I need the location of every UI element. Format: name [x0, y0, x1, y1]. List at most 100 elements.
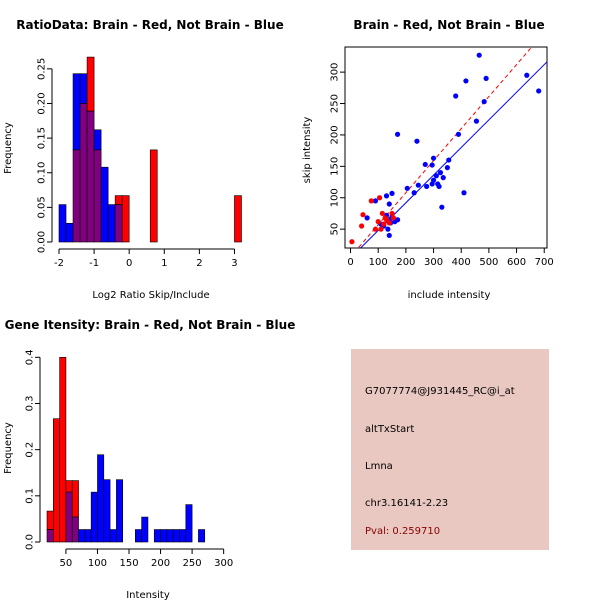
scatter-point-not-brain	[424, 183, 430, 190]
scatter-point-not-brain	[394, 131, 401, 137]
scatter-point-not-brain	[446, 157, 452, 163]
ratio-histogram-bar-not-brain	[72, 73, 81, 151]
intensity-histogram-y-tick-label: 0.3	[25, 396, 36, 412]
intensity-histogram-bar-not-brain	[141, 516, 149, 543]
scatter-point-not-brain	[473, 118, 480, 124]
scatter-y-axis: 50 100 150 200 250 300	[330, 63, 346, 236]
scatter-title: Brain - Red, Not Brain - Blue	[353, 18, 544, 32]
scatter-point-not-brain	[372, 198, 379, 204]
intensity-histogram-x-axis: 50 100 150 200 250 300	[60, 548, 233, 569]
intensity-histogram-y-tick-label: 0.0	[25, 534, 36, 550]
scatter-point-brain	[375, 219, 381, 225]
genomic-location: chr3.16141-2.23	[365, 498, 449, 509]
scatter-point-brain	[349, 239, 355, 245]
scatter-point-not-brain	[483, 75, 489, 82]
scatter-point-not-brain	[439, 204, 445, 210]
scatter-y-tick-label: 100	[330, 188, 341, 207]
scatter-point-not-brain	[453, 93, 459, 99]
scatter-point-not-brain	[422, 161, 428, 168]
ratio-histogram-ylabel: Frequency	[3, 122, 14, 174]
intensity-histogram-bar-not-brain	[97, 454, 105, 543]
intensity-histogram-bar-overlap	[71, 516, 79, 543]
intensity-histogram-bar-not-brain	[78, 529, 86, 543]
scatter-y-tick-label: 200	[330, 125, 341, 144]
ratio-histogram-bar-not-brain	[58, 204, 67, 243]
scatter-point-not-brain	[389, 190, 395, 196]
scatter-y-tick-label: 50	[330, 223, 341, 236]
ratio-histogram-x-tick-label: 2	[196, 258, 202, 269]
scatter-point-brain	[381, 221, 387, 227]
ratio-histogram-y-axis: 0.00 0.05 0.10 0.15 0.20 0.25	[37, 58, 53, 253]
ratio-histogram-x-tick-label: -1	[89, 258, 99, 269]
ratio-histogram-x-tick-label: 3	[231, 258, 237, 269]
scatter-point-not-brain	[455, 131, 462, 137]
intensity-histogram-ylabel: Frequency	[3, 422, 14, 474]
intensity-histogram-bar-not-brain	[84, 529, 92, 543]
ratio-histogram-bar-overlap	[114, 204, 123, 243]
scatter-point-not-brain	[411, 190, 417, 196]
scatter-point-not-brain	[481, 99, 487, 105]
ratio-histogram-bar-brain	[149, 149, 158, 243]
ratio-histogram-x-tick-label: -2	[54, 258, 64, 269]
scatter-point-brain	[389, 210, 395, 217]
scatter-point-not-brain	[524, 72, 530, 78]
scatter-point-not-brain	[429, 162, 435, 168]
info-panel: G7077774@J931445_RC@i_at altTxStart Lmna…	[351, 349, 549, 550]
intensity-histogram-bar-brain	[65, 480, 73, 493]
scatter-point-not-brain	[386, 201, 392, 207]
scatter-point-not-brain	[437, 170, 444, 176]
scatter-point-not-brain	[394, 217, 401, 223]
scatter-point-not-brain	[404, 185, 410, 191]
ratio-histogram-bars	[58, 56, 242, 243]
ratio-histogram-y-tick-label: 0.10	[37, 162, 48, 184]
intensity-histogram-x-tick-label: 300	[214, 558, 233, 569]
intensity-histogram-bar-brain	[71, 480, 79, 518]
scatter-x-tick-label: 600	[507, 257, 526, 268]
ratio-histogram-xlabel: Log2 Ratio Skip/Include	[92, 290, 209, 301]
ratio-histogram-bar-overlap	[72, 149, 81, 243]
scatter-point-not-brain	[461, 190, 467, 196]
scatter-point-not-brain	[386, 232, 392, 239]
ratio-histogram-bar-overlap	[79, 103, 88, 243]
scatter-ylabel: skip intensity	[302, 117, 313, 184]
intensity-histogram-bar-not-brain	[185, 504, 193, 543]
scatter-point-brain	[360, 212, 366, 218]
ratio-histogram-bar-not-brain	[100, 166, 109, 243]
scatter-point-not-brain	[463, 78, 469, 84]
scatter-x-tick-label: 0	[347, 257, 353, 268]
ratio-histogram-bar-brain	[234, 195, 242, 243]
intensity-histogram-y-tick-label: 0.1	[25, 488, 36, 504]
intensity-histogram-x-tick-label: 50	[60, 558, 73, 569]
intensity-histogram-bar-not-brain	[166, 529, 174, 543]
ratio-histogram-bar-not-brain	[107, 204, 116, 243]
ratio-histogram-title: RatioData: Brain - Red, Not Brain - Blue	[16, 18, 283, 32]
intensity-histogram-bar-not-brain	[160, 529, 168, 543]
scatter-x-tick-label: 700	[535, 257, 554, 268]
scatter-y-tick-label: 150	[330, 157, 341, 176]
ratio-histogram-bar-not-brain	[93, 129, 102, 151]
intensity-histogram-bar-not-brain	[109, 529, 117, 543]
gene-name: Lmna	[365, 461, 393, 472]
scatter-point-brain	[372, 226, 379, 232]
event-type: altTxStart	[365, 424, 415, 435]
scatter-point-brain	[368, 198, 374, 204]
scatter-point-not-brain	[436, 183, 442, 190]
scatter-point-brain	[390, 215, 397, 221]
scatter-plot-box	[344, 46, 548, 249]
scatter-point-not-brain	[433, 173, 439, 179]
scatter-x-tick-label: 300	[424, 257, 443, 268]
ratio-histogram-x-axis: -2 -1 0 1 2 3	[54, 248, 238, 269]
intensity-scatter: Brain - Red, Not Brain - Blue include in…	[302, 18, 554, 301]
scatter-point-not-brain	[383, 193, 390, 199]
scatter-point-brain	[376, 195, 383, 201]
intensity-histogram: Gene Itensity: Brain - Red, Not Brain - …	[3, 318, 295, 600]
scatter-xlabel: include intensity	[408, 290, 491, 301]
scatter-point-not-brain	[430, 155, 437, 161]
intensity-histogram-title: Gene Itensity: Brain - Red, Not Brain - …	[5, 318, 296, 332]
intensity-histogram-bar-brain	[46, 510, 54, 530]
intensity-histogram-bar-not-brain	[116, 479, 124, 543]
intensity-histogram-bar-overlap	[65, 491, 73, 543]
scatter-point-not-brain	[414, 138, 420, 144]
scatter-point-not-brain	[364, 215, 370, 221]
